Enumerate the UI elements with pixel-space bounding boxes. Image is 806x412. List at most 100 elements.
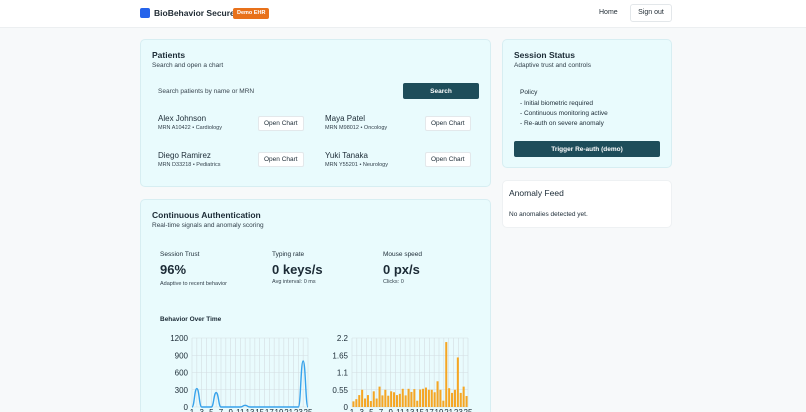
policy-title: Policy	[520, 89, 538, 96]
policy-item: - Continuous monitoring active	[520, 110, 608, 117]
open-chart-button[interactable]: Open Chart	[258, 152, 304, 167]
bar-chart-y-tick-label: 0	[344, 403, 349, 412]
bar-chart-bar	[436, 381, 439, 407]
bar-chart-bar	[369, 401, 372, 407]
bar-chart-bar	[401, 388, 404, 407]
bar-chart-y-tick-label: 1.1	[337, 369, 349, 378]
bar-chart-x-tick-label: 17	[425, 408, 434, 412]
patient-name: Alex Johnson	[158, 114, 207, 123]
bar-chart-bar	[445, 342, 448, 407]
bar-chart-bar	[451, 392, 454, 407]
continuous-auth-title: Continuous Authentication	[152, 210, 261, 220]
line-chart-x-tick-label: 25	[304, 408, 312, 412]
mouse-speed-bar-chart: 2.21.651.10.550135791113151719212325	[332, 334, 472, 412]
bar-chart-bar	[393, 392, 396, 407]
bar-chart-bar	[407, 388, 410, 407]
bar-chart-x-tick-label: 21	[444, 408, 453, 412]
line-chart-y-tick-label: 900	[175, 351, 189, 360]
patient-meta: MRN A10422 • Cardiology	[158, 125, 222, 131]
nav-home-link[interactable]: Home	[599, 9, 618, 16]
bar-chart-bar	[439, 389, 442, 407]
bar-chart-bar	[384, 389, 387, 407]
mouse-speed-value: 0 px/s	[383, 262, 420, 277]
bar-chart-bar	[416, 400, 419, 407]
bar-chart-bar	[398, 393, 401, 407]
policy-item: - Re-auth on severe anomaly	[520, 120, 604, 127]
bar-chart-bar	[355, 399, 358, 407]
open-chart-button[interactable]: Open Chart	[425, 152, 471, 167]
metric-label: Session Trust	[160, 251, 200, 258]
metric-label: Mouse speed	[383, 251, 423, 258]
bar-chart-x-tick-label: 19	[435, 408, 444, 412]
line-chart-y-tick-label: 600	[175, 369, 189, 378]
patient-name: Yuki Tanaka	[325, 151, 368, 160]
metric-note: Clicks: 0	[383, 279, 404, 285]
patients-title: Patients	[152, 50, 186, 60]
patients-subtitle: Search and open a chart	[152, 62, 224, 69]
bar-chart-x-tick-label: 25	[464, 408, 472, 412]
bar-chart-y-tick-label: 1.65	[332, 351, 348, 360]
bar-chart-x-tick-label: 1	[350, 408, 355, 412]
policy-box	[513, 83, 661, 135]
bar-chart-bar	[395, 395, 398, 407]
session-status-title: Session Status	[514, 50, 575, 60]
bar-chart-bar	[364, 398, 367, 407]
line-chart-series-line	[191, 360, 309, 408]
bar-chart-bar	[404, 395, 407, 407]
line-chart-x-tick-label: 21	[284, 408, 293, 412]
line-chart-x-tick-label: 13	[246, 408, 255, 412]
trigger-reauth-button[interactable]: Trigger Re-auth (demo)	[514, 141, 660, 157]
search-button[interactable]: Search	[403, 83, 479, 99]
bar-chart-bar	[422, 388, 425, 407]
bar-chart-bar	[433, 392, 436, 407]
continuous-auth-subtitle: Real-time signals and anomaly scoring	[152, 222, 264, 229]
patient-name: Maya Patel	[325, 114, 366, 123]
brand-logo-icon	[140, 8, 150, 18]
open-chart-button[interactable]: Open Chart	[425, 116, 471, 131]
bar-chart-x-tick-label: 9	[388, 408, 393, 412]
bar-chart-bar	[424, 387, 427, 407]
typing-rate-value: 0 keys/s	[272, 262, 323, 277]
line-chart-x-tick-label: 7	[219, 408, 224, 412]
bar-chart-bar	[419, 389, 422, 407]
bar-chart-x-tick-label: 15	[415, 408, 424, 412]
bar-chart-bar	[381, 395, 384, 407]
metric-label: Typing rate	[272, 251, 305, 258]
open-chart-button[interactable]: Open Chart	[258, 116, 304, 131]
behavior-chart-title: Behavior Over Time	[160, 316, 222, 323]
anomaly-feed-empty: No anomalies detected yet.	[509, 211, 588, 218]
patient-meta: MRN M98012 • Oncology	[325, 125, 388, 131]
bar-chart-bar	[375, 398, 378, 407]
patient-meta: MRN D33218 • Pediatrics	[158, 162, 221, 168]
bar-chart-bar	[378, 386, 381, 407]
patient-search-input[interactable]	[152, 83, 397, 99]
bar-chart-x-tick-label: 3	[359, 408, 364, 412]
bar-chart-bar	[430, 389, 433, 407]
line-chart-x-tick-label: 11	[236, 408, 245, 412]
bar-chart-bar	[352, 401, 355, 407]
continuous-auth-card	[140, 199, 491, 412]
bar-chart-bar	[361, 389, 364, 407]
line-chart-x-tick-label: 1	[190, 408, 195, 412]
line-chart-x-tick-label: 3	[199, 408, 204, 412]
bar-chart-bar	[413, 389, 416, 407]
bar-chart-bar	[390, 391, 393, 407]
line-chart-x-tick-label: 9	[228, 408, 233, 412]
bar-chart-bar	[462, 386, 465, 407]
bar-chart-y-tick-label: 2.2	[337, 334, 349, 343]
brand-title[interactable]: BioBehavior Secure	[154, 8, 235, 18]
bar-chart-x-tick-label: 7	[379, 408, 384, 412]
anomaly-feed-card	[502, 180, 672, 228]
typing-interval-line-chart: 12009006003000135791113151719212325	[170, 334, 312, 412]
demo-badge: Demo EHR	[233, 8, 270, 19]
bar-chart-bar	[465, 396, 468, 407]
anomaly-feed-title: Anomaly Feed	[509, 188, 564, 198]
bar-chart-bar	[372, 391, 375, 407]
sign-out-button[interactable]: Sign out	[630, 4, 672, 22]
bar-chart-bar	[453, 389, 456, 407]
bar-chart-x-tick-label: 11	[396, 408, 405, 412]
line-chart-x-tick-label: 19	[275, 408, 284, 412]
metric-note: Avg interval: 0 ms	[272, 279, 316, 285]
bar-chart-bar	[459, 392, 462, 407]
bar-chart-bar	[456, 357, 459, 407]
